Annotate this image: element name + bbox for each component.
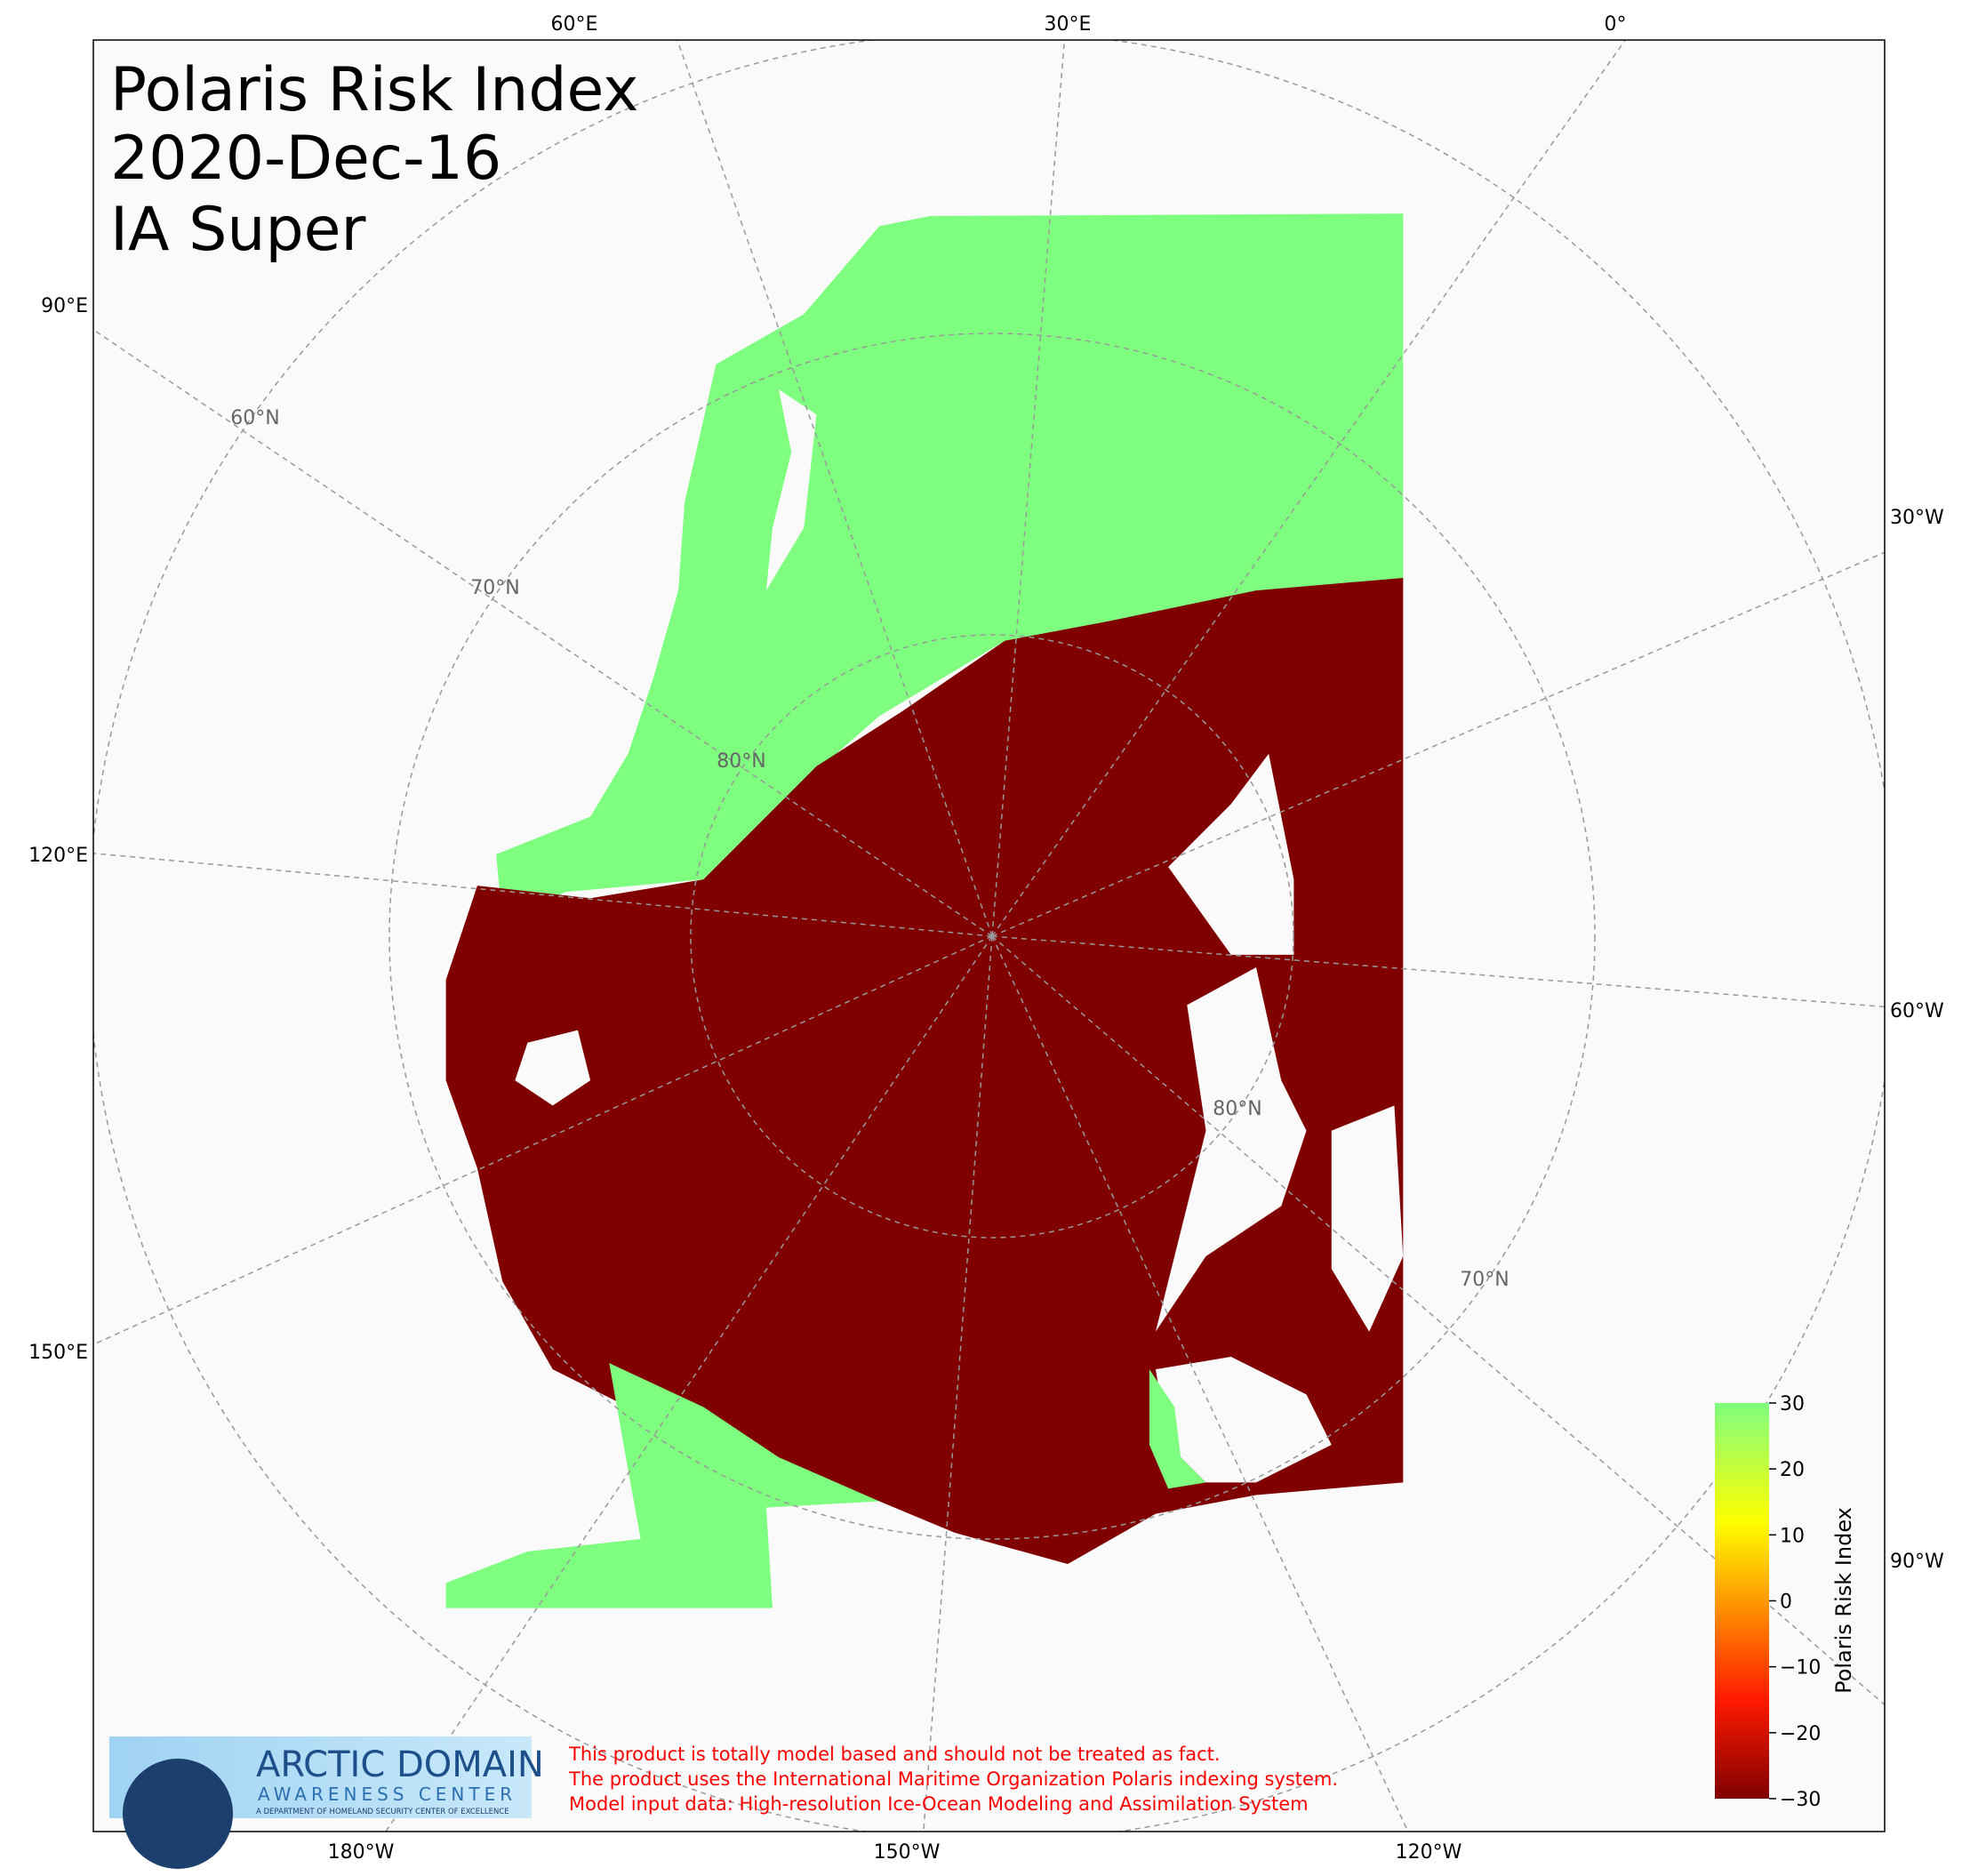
- low-risk-area: [445, 1363, 880, 1608]
- land: [1149, 1369, 1206, 1489]
- title: Polaris Risk Index 2020-Dec-16 IA Super: [110, 55, 638, 265]
- map-frame: [92, 39, 1886, 1832]
- land: [1155, 1357, 1332, 1483]
- meridian: [991, 40, 1066, 937]
- colorbar-tick-label: −30: [1780, 1789, 1821, 1811]
- meridian: [991, 40, 1627, 937]
- colorbar-tick-label: 20: [1780, 1459, 1805, 1481]
- lon-label: 150°E: [28, 1342, 88, 1364]
- latitude-circle: [690, 634, 1294, 1239]
- colorbar-label: Polaris Risk Index: [1831, 1507, 1856, 1694]
- meridian: [991, 551, 1885, 937]
- lon-label: 90°W: [1890, 1551, 1944, 1573]
- meridian: [991, 935, 1409, 1832]
- disclaimer-line: The product uses the International Marit…: [568, 1768, 1338, 1790]
- latitude-circle: [388, 333, 1596, 1540]
- lon-label: 0°: [1605, 13, 1627, 36]
- meridian: [384, 935, 993, 1832]
- logo: ARCTIC DOMAIN AWARENESS CENTER A DEPARTM…: [109, 1736, 544, 1869]
- low-risk-area: [496, 213, 1404, 924]
- land: [1155, 967, 1307, 1332]
- logo-title: ARCTIC DOMAIN: [256, 1744, 544, 1785]
- lat-label: 60°N: [230, 407, 279, 429]
- colorbar-tick-label: 30: [1780, 1393, 1805, 1415]
- colorbar-tick-label: 10: [1780, 1525, 1805, 1547]
- ice-field: [445, 213, 1404, 1608]
- logo-tagline: A DEPARTMENT OF HOMELAND SECURITY CENTER…: [256, 1808, 509, 1816]
- lat-label: 70°N: [1460, 1269, 1509, 1291]
- lat-label: 80°N: [717, 750, 765, 773]
- lat-label: 70°N: [470, 577, 519, 599]
- title-line: IA Super: [110, 195, 365, 265]
- lon-label: 180°W: [328, 1841, 395, 1864]
- lon-label: 30°E: [1045, 13, 1092, 36]
- logo-subtitle: AWARENESS CENTER: [258, 1784, 517, 1805]
- disclaimer: This product is totally model based and …: [568, 1744, 1338, 1815]
- land: [515, 1030, 591, 1106]
- lat-label: 80°N: [1213, 1098, 1261, 1120]
- lon-label: 30°W: [1890, 507, 1944, 529]
- disclaimer-line: Model input data: High-resolution Ice-Oc…: [569, 1793, 1309, 1815]
- logo-globe: [123, 1759, 233, 1869]
- lon-label: 120°W: [1396, 1841, 1462, 1864]
- lon-label: 90°E: [41, 295, 88, 317]
- lon-label: 150°W: [874, 1841, 941, 1864]
- title-line: 2020-Dec-16: [110, 124, 501, 194]
- meridian: [991, 935, 1885, 1008]
- meridian: [93, 328, 993, 937]
- colorbar-tick-label: −10: [1780, 1657, 1821, 1680]
- latitude-labels: 60°N 70°N 80°N 80°N 70°N: [230, 407, 1509, 1291]
- longitude-labels: 60°E 30°E 0° 90°E 120°E 150°E 30°W 60°W …: [28, 13, 1944, 1864]
- land: [765, 389, 817, 591]
- colorbar-tick-label: 0: [1780, 1591, 1792, 1614]
- colorbar: Polaris Risk Index −30 −20 −10 0 10 20 30: [1715, 1393, 1856, 1811]
- title-line: Polaris Risk Index: [110, 55, 638, 125]
- lon-label: 60°W: [1890, 1000, 1944, 1022]
- lon-label: 60°E: [551, 13, 598, 36]
- disclaimer-line: This product is totally model based and …: [568, 1744, 1221, 1765]
- lon-label: 120°E: [28, 845, 88, 867]
- colorbar-scale: [1715, 1403, 1769, 1799]
- meridian: [923, 935, 993, 1832]
- colorbar-tick-label: −20: [1780, 1723, 1821, 1745]
